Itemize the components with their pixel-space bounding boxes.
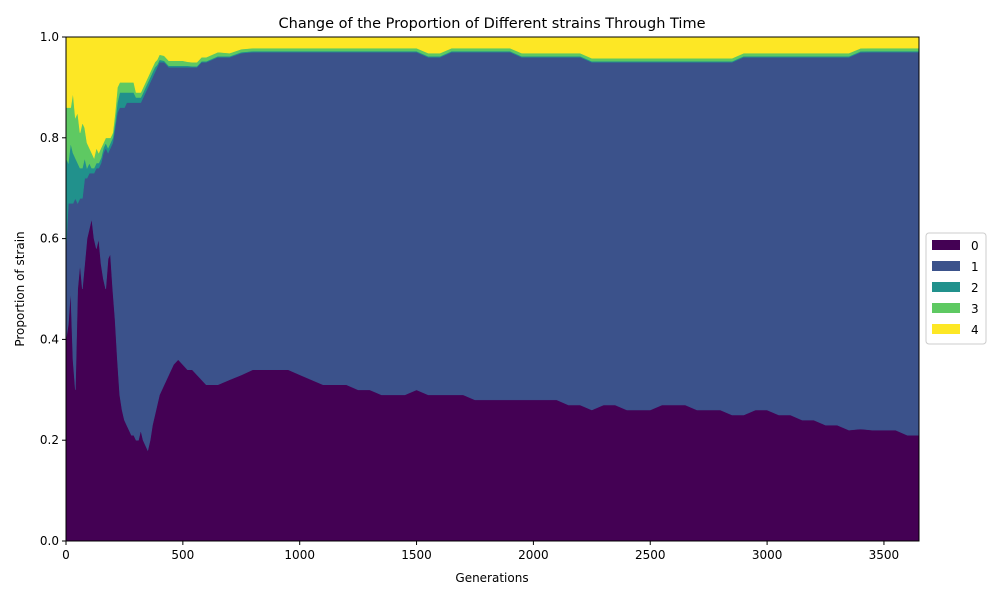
legend-swatch-4	[932, 324, 960, 334]
plot-frame	[65, 36, 920, 542]
legend-label-3: 3	[971, 302, 979, 316]
legend-swatch-0	[932, 240, 960, 250]
x-tick-label: 2500	[635, 548, 666, 562]
x-tick-label: 0	[62, 548, 70, 562]
y-tick-label: 0.0	[40, 534, 59, 548]
x-tick-label: 1500	[401, 548, 432, 562]
x-tick-label: 1000	[284, 548, 315, 562]
y-tick-label: 0.2	[40, 433, 59, 447]
legend-label-2: 2	[971, 281, 979, 295]
x-tick-label: 3500	[869, 548, 900, 562]
legend-swatch-3	[932, 303, 960, 313]
chart-title: Change of the Proportion of Different st…	[279, 16, 706, 32]
legend-label-1: 1	[971, 260, 979, 274]
y-tick-label: 0.4	[40, 332, 59, 346]
y-tick-label: 1.0	[40, 30, 59, 44]
x-axis-ticks: 0 500 1000 1500 2000 2500 3000 3500	[62, 541, 899, 562]
y-axis-ticks: 0.0 0.2 0.4 0.6 0.8 1.0	[40, 30, 66, 548]
area-layers	[65, 36, 920, 542]
x-tick-label: 3000	[752, 548, 783, 562]
x-tick-label: 2000	[518, 548, 549, 562]
legend-label-0: 0	[971, 239, 979, 253]
legend-swatch-2	[932, 282, 960, 292]
x-axis-label: Generations	[455, 571, 528, 585]
y-tick-label: 0.8	[40, 131, 59, 145]
legend-swatch-1	[932, 261, 960, 271]
x-tick-label: 500	[171, 548, 194, 562]
y-tick-label: 0.6	[40, 232, 59, 246]
legend-label-4: 4	[971, 323, 979, 337]
y-axis-label: Proportion of strain	[13, 231, 27, 346]
legend: 0 1 2 3 4	[925, 232, 987, 345]
